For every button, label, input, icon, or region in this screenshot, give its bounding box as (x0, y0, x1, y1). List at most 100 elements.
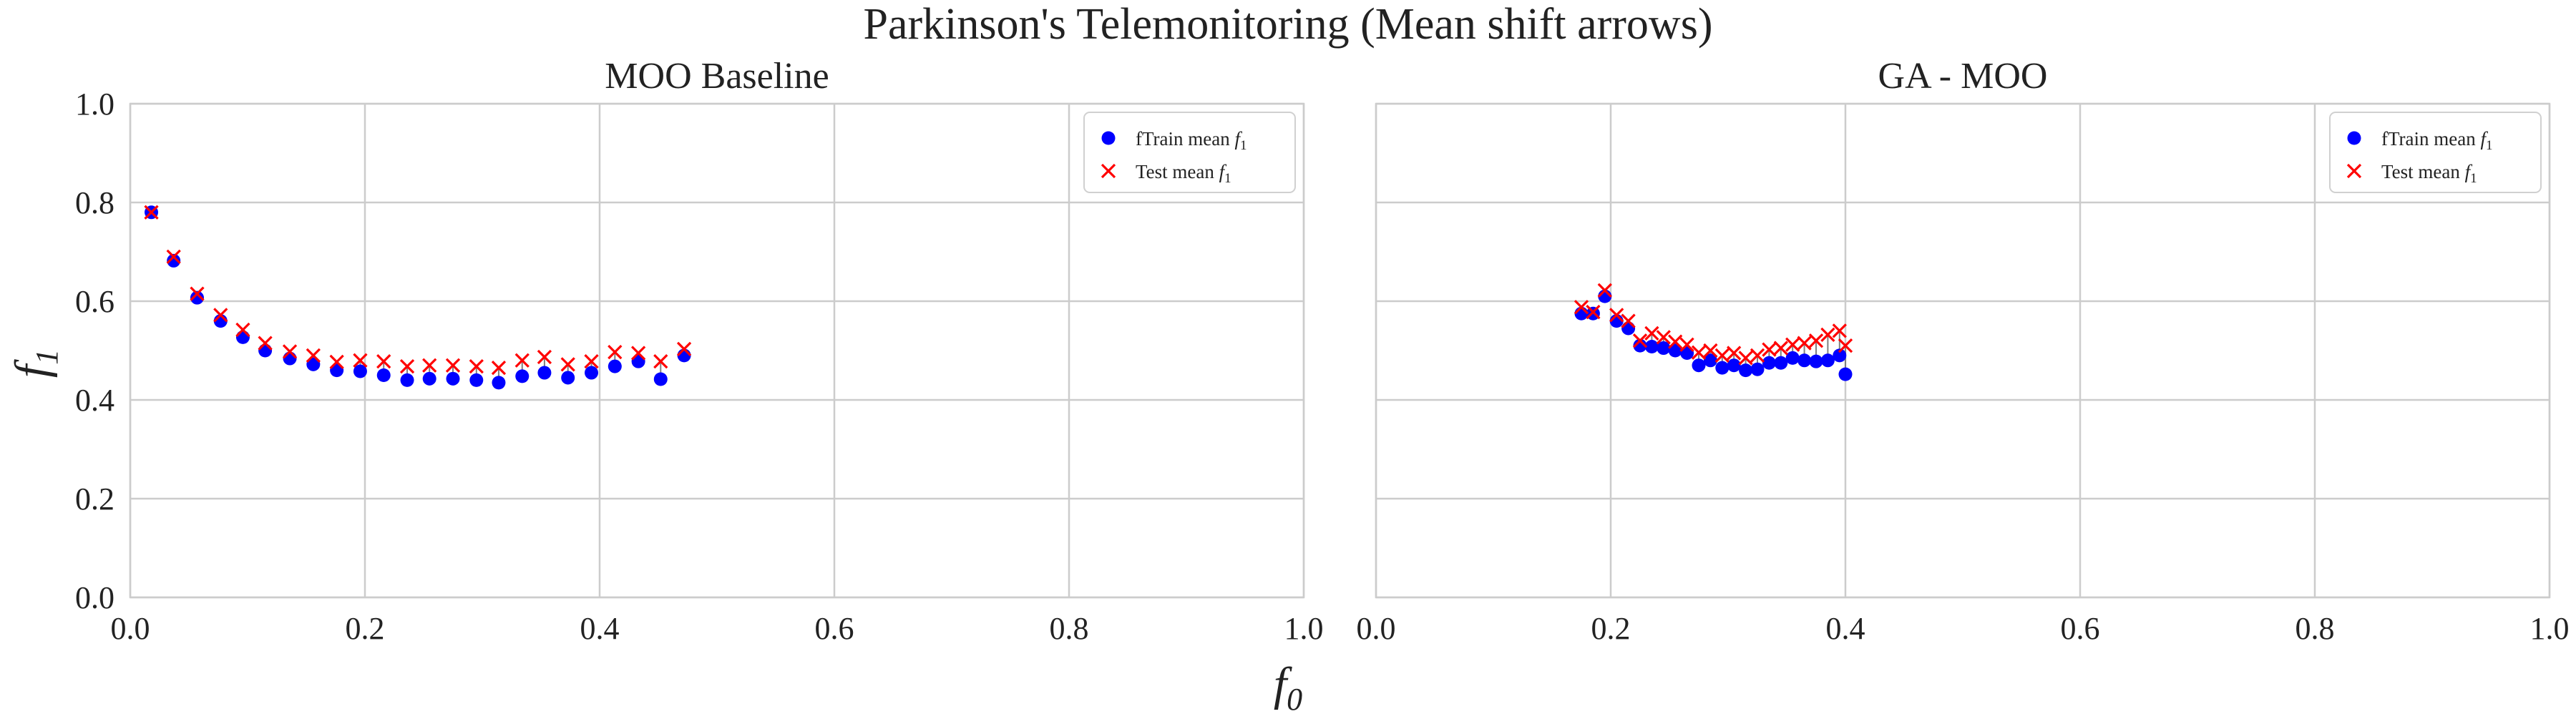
test-point-stroke-b (353, 353, 368, 368)
train-point (537, 366, 552, 380)
test-point-stroke-b (560, 357, 575, 372)
test-point (1773, 341, 1788, 356)
test-point-stroke-b (1632, 333, 1648, 348)
train-point (1692, 358, 1706, 373)
train-point (1838, 367, 1853, 381)
test-point (608, 344, 623, 360)
test-point (1632, 333, 1648, 348)
chart-suptitle: Parkinson's Telemonitoring (Mean shift a… (864, 0, 1713, 49)
legend: fTrain mean f1 Test mean f1 (1083, 112, 1296, 193)
test-point-stroke-b (469, 358, 484, 374)
test-point-stroke-b (1644, 326, 1659, 341)
train-point (1574, 306, 1589, 321)
test-point (1738, 351, 1753, 366)
test-point-stroke-b (306, 348, 321, 363)
test-point-stroke-b (676, 341, 692, 357)
train-point (1727, 358, 1741, 373)
panel-1: 0.0 0.2 0.4 0.6 0.8 1.0 GA - MOO fTrain mean f1… (1357, 56, 2570, 646)
test-point-stroke-b (1586, 305, 1601, 320)
train-point (608, 359, 622, 373)
train-point (283, 351, 297, 366)
y-axis-label-sub: 1 (29, 349, 64, 365)
train-point (446, 371, 460, 386)
y-axis-label: f1 (6, 349, 64, 378)
train-point (353, 364, 367, 378)
test-point-stroke-b (1609, 308, 1624, 323)
train-point (376, 368, 391, 382)
test-point (1597, 283, 1612, 298)
x-tick-label: 0.0 (111, 611, 150, 646)
y-tick-label: 0.4 (75, 383, 114, 418)
test-point (1820, 327, 1835, 343)
test-point-stroke-b (166, 249, 181, 265)
test-point-stroke-b (399, 358, 415, 374)
test-point-stroke-b (630, 346, 646, 361)
x-tick-label: 0.8 (1050, 611, 1089, 646)
test-point-stroke-b (1679, 337, 1694, 352)
test-point-stroke-b (1820, 327, 1835, 343)
train-point (677, 348, 691, 363)
train-point (1809, 354, 1823, 368)
train-point (1833, 348, 1847, 363)
test-point (258, 336, 273, 351)
legend-box (1083, 112, 1296, 193)
legend-test-label: Test mean f1 (1136, 161, 1231, 186)
test-point-stroke-b (1714, 348, 1729, 363)
test-point (1656, 330, 1671, 345)
test-point (560, 357, 575, 372)
x-tick-label: 1.0 (1284, 611, 1324, 646)
train-point (1703, 353, 1717, 368)
test-point-stroke-b (1656, 330, 1671, 345)
x-tick-label: 0.4 (580, 611, 620, 646)
x-tick-label: 0.2 (1591, 611, 1631, 646)
test-point (166, 249, 181, 265)
x-tick-label: 0.8 (2296, 611, 2335, 646)
test-point (630, 346, 646, 361)
test-point-stroke-b (235, 322, 250, 338)
train-point (1739, 363, 1753, 378)
x-tick-label: 0.6 (2061, 611, 2100, 646)
test-point (329, 354, 344, 370)
train-point (469, 373, 484, 387)
train-point (1644, 339, 1659, 353)
test-point-stroke-b (445, 358, 461, 373)
test-point (1691, 345, 1707, 360)
train-point (190, 290, 204, 305)
test-point-stroke-b (1668, 334, 1683, 349)
test-point-stroke-b (1597, 283, 1612, 298)
test-point (537, 349, 552, 365)
legend-train-marker (2347, 131, 2361, 145)
test-point-stroke-b (1691, 345, 1707, 360)
plot-frame (1375, 102, 2551, 599)
test-point (235, 322, 250, 338)
test-point (399, 358, 415, 374)
train-point (653, 372, 668, 386)
test-point (213, 308, 228, 323)
test-point (469, 358, 484, 374)
test-point-stroke-b (329, 354, 344, 370)
test-point (1621, 313, 1636, 328)
test-point-stroke-b (491, 361, 507, 376)
panels-layer: 0.0 0.2 0.4 0.6 0.8 1.0 0.0 0.2 0.4 0.6 0.8 1.0 MOO … (75, 56, 2570, 646)
legend-test-marker (1101, 163, 1116, 179)
train-point (561, 371, 575, 385)
panel-0: 0.0 0.2 0.4 0.6 0.8 1.0 0.0 0.2 0.4 0.6 0.8 1.0 MOO … (75, 56, 1324, 646)
test-point (1644, 326, 1659, 341)
legend-test-marker-stroke-b (1101, 163, 1116, 179)
test-point-stroke-b (653, 354, 668, 369)
test-point (676, 341, 692, 357)
train-point (1820, 353, 1835, 368)
test-point-stroke-b (608, 344, 623, 360)
y-tick-label: 0.2 (75, 481, 114, 517)
test-point (1797, 336, 1812, 351)
test-point (1714, 348, 1729, 363)
test-point (353, 353, 368, 368)
test-point-stroke-b (1838, 338, 1853, 353)
test-point-stroke-b (1762, 342, 1777, 357)
test-point (1586, 305, 1601, 320)
train-point (1715, 361, 1729, 375)
test-point-stroke-b (1832, 323, 1847, 338)
train-point (1785, 351, 1800, 365)
test-point (1838, 338, 1853, 353)
test-point-stroke-b (282, 344, 298, 359)
